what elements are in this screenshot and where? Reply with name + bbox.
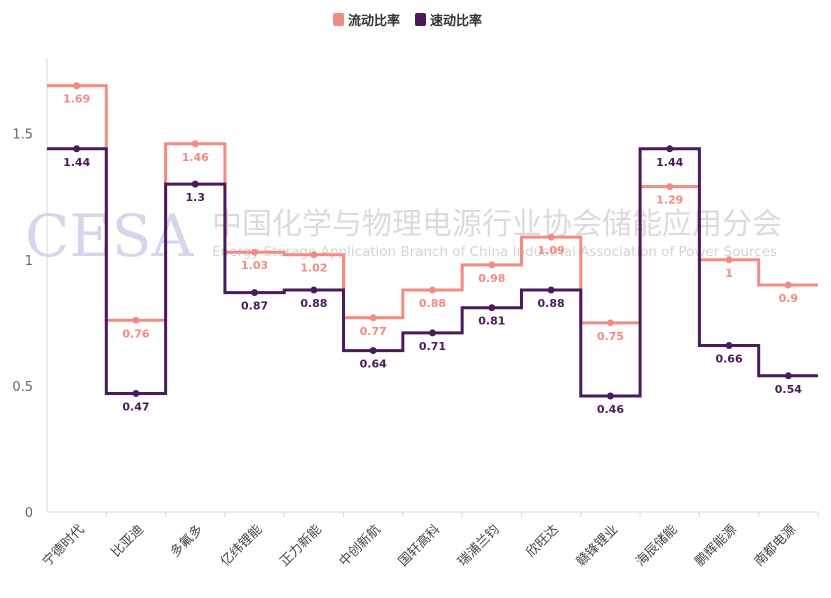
y-tick-label: 0 bbox=[25, 506, 33, 521]
data-label: 1.3 bbox=[186, 191, 206, 204]
data-label: 0.9 bbox=[779, 292, 799, 305]
data-label: 1.44 bbox=[656, 156, 683, 169]
series-layer bbox=[47, 82, 818, 400]
data-label: 0.81 bbox=[478, 315, 505, 328]
data-label: 0.88 bbox=[300, 297, 327, 310]
watermark-name-cn: 中国化学与物理电源行业协会储能应用分会 bbox=[212, 207, 782, 242]
legend-swatch bbox=[333, 13, 344, 26]
legend-item[interactable]: 流动比率 bbox=[333, 13, 400, 29]
y-tick-label: 1 bbox=[25, 254, 33, 269]
legend-label: 流动比率 bbox=[348, 13, 400, 29]
data-point[interactable] bbox=[73, 145, 81, 153]
x-tick-label: 鹏辉能源 bbox=[692, 522, 739, 569]
data-label: 1.29 bbox=[656, 194, 683, 207]
data-point[interactable] bbox=[725, 342, 733, 350]
watermark: CESA 中国化学与物理电源行业协会储能应用分会 Energy Storage … bbox=[25, 202, 782, 270]
x-tick-label: 欣旺达 bbox=[524, 522, 562, 560]
legend-label: 速动比率 bbox=[430, 13, 482, 29]
data-label: 0.66 bbox=[715, 353, 742, 366]
data-point[interactable] bbox=[666, 145, 674, 153]
data-label: 0.75 bbox=[597, 330, 624, 343]
data-label: 0.54 bbox=[775, 383, 802, 396]
data-point[interactable] bbox=[73, 82, 81, 90]
data-point[interactable] bbox=[725, 256, 733, 264]
x-tick-label: 宁德时代 bbox=[39, 522, 87, 570]
data-label: 1.03 bbox=[241, 259, 268, 272]
data-point[interactable] bbox=[606, 319, 614, 327]
data-point[interactable] bbox=[310, 251, 318, 259]
data-labels: 1.69 0.76 1.46 1.03 1.02 0.77 0.88 0.98 1.09 0.75… bbox=[63, 93, 802, 416]
x-tick-label: 比亚迪 bbox=[109, 522, 147, 560]
data-point[interactable] bbox=[547, 233, 555, 241]
data-label: 1.69 bbox=[63, 93, 90, 106]
x-tick-label: 南都电源 bbox=[751, 522, 799, 570]
data-point[interactable] bbox=[191, 140, 199, 148]
data-point[interactable] bbox=[251, 289, 259, 297]
data-label: 1.02 bbox=[300, 262, 327, 275]
data-point[interactable] bbox=[784, 372, 792, 380]
x-tick-label: 中创新航 bbox=[336, 522, 384, 570]
data-label: 1.44 bbox=[63, 156, 90, 169]
data-label: 0.98 bbox=[478, 272, 505, 285]
y-tick-label: 0.5 bbox=[12, 380, 33, 395]
x-tick-label: 国轩高科 bbox=[395, 522, 443, 570]
x-tick-label: 赣锋锂业 bbox=[574, 522, 621, 569]
data-label: 0.71 bbox=[419, 340, 446, 353]
data-label: 0.76 bbox=[122, 327, 149, 340]
series-line-1 bbox=[47, 147, 818, 398]
axes: 0 0.5 1 1.5 宁德时代 比亚迪 多氟多 亿纬锂能 正力新能 中创新航 国轩高科 瑞浦兰钧 欣旺… bbox=[12, 58, 819, 570]
data-label: 1.46 bbox=[182, 151, 209, 164]
x-tick-label: 亿纬锂能 bbox=[218, 522, 265, 569]
watermark-logo: CESA bbox=[25, 202, 194, 270]
data-point[interactable] bbox=[488, 261, 496, 269]
data-point[interactable] bbox=[606, 392, 614, 400]
data-point[interactable] bbox=[132, 389, 140, 397]
legend[interactable]: 流动比率 速动比率 bbox=[333, 13, 482, 29]
x-tick-label: 正力新能 bbox=[277, 522, 325, 570]
data-point[interactable] bbox=[784, 281, 792, 289]
data-label: 0.88 bbox=[419, 297, 446, 310]
legend-item[interactable]: 速动比率 bbox=[415, 13, 482, 29]
data-label: 0.88 bbox=[538, 297, 565, 310]
data-label: 0.47 bbox=[122, 400, 149, 413]
data-label: 1 bbox=[725, 267, 733, 280]
data-point[interactable] bbox=[369, 314, 377, 322]
data-point[interactable] bbox=[429, 329, 436, 337]
data-point[interactable] bbox=[310, 286, 318, 294]
data-point[interactable] bbox=[191, 180, 199, 188]
y-tick-label: 1.5 bbox=[12, 128, 33, 143]
data-point[interactable] bbox=[251, 248, 259, 256]
data-point[interactable] bbox=[429, 286, 436, 294]
data-point[interactable] bbox=[547, 286, 555, 294]
x-tick-label: 海辰储能 bbox=[633, 522, 680, 569]
data-point[interactable] bbox=[369, 347, 377, 355]
data-point[interactable] bbox=[666, 183, 674, 191]
legend-swatch bbox=[415, 13, 426, 26]
data-label: 0.64 bbox=[360, 358, 387, 371]
watermark-name-en: Energy Storage Application Branch of Chi… bbox=[212, 244, 777, 260]
data-label: 0.87 bbox=[241, 300, 268, 313]
data-label: 0.77 bbox=[360, 325, 387, 338]
data-label: 1.09 bbox=[538, 244, 565, 257]
data-label: 0.46 bbox=[597, 403, 624, 416]
x-tick-label: 瑞浦兰钧 bbox=[455, 522, 502, 569]
data-point[interactable] bbox=[132, 316, 140, 324]
x-tick-label: 多氟多 bbox=[167, 522, 206, 561]
data-point[interactable] bbox=[488, 304, 496, 312]
